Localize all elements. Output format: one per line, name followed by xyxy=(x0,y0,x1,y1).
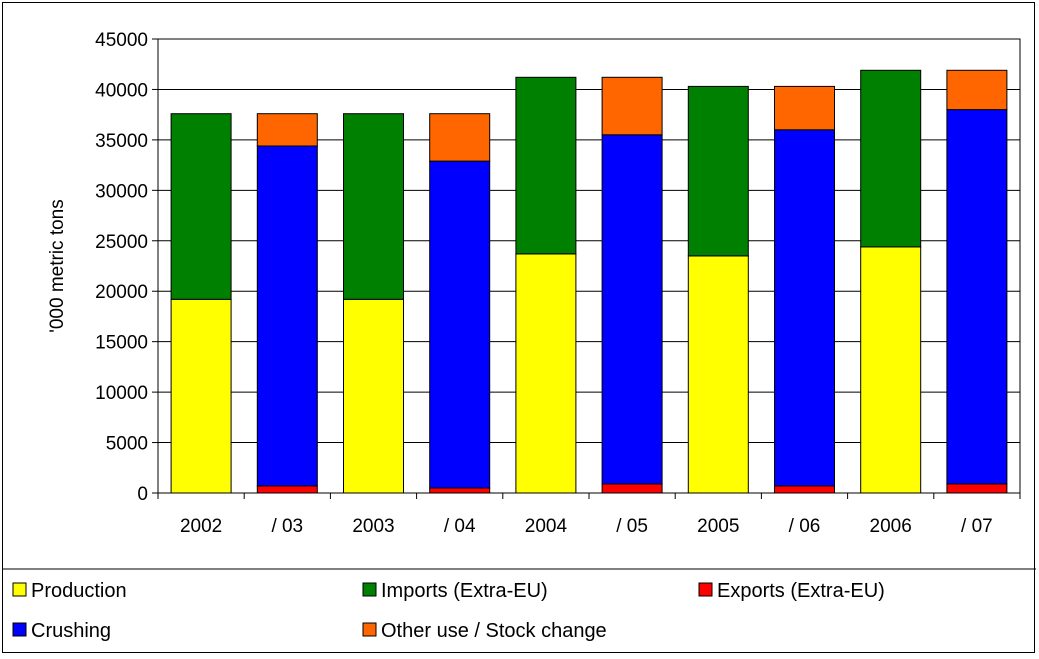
y-axis-label: '000 metric tons xyxy=(47,199,68,333)
bar-other-use-stock-change xyxy=(256,113,318,147)
legend-label-crushing: Crushing xyxy=(31,620,111,642)
bar-crushing xyxy=(601,134,663,485)
y-tick-label: 10000 xyxy=(95,383,148,404)
x-tick-label: 2005 xyxy=(697,516,739,537)
y-tick-label: 5000 xyxy=(106,434,148,455)
x-tick-label: / 06 xyxy=(789,516,821,537)
bar-production xyxy=(170,298,232,494)
y-tick-label: 25000 xyxy=(95,232,148,253)
bar-other-use-stock-change xyxy=(774,85,835,131)
y-axis-ticks: 0 5000 10000 15000 20000 25000 30000 35000 40000… xyxy=(95,30,158,505)
x-axis-ticks: 2002 / 03 2003 / 04 2004 / 05 2005 / 06 2006 / 07 xyxy=(157,493,1021,537)
x-tick-label: / 04 xyxy=(444,516,476,537)
bars-group xyxy=(170,69,1008,494)
stacked-bar-chart: 0 5000 10000 15000 20000 25000 30000 35000 40000… xyxy=(3,30,1036,642)
legend-swatch-exports-extra-eu xyxy=(698,582,713,597)
bar-production xyxy=(343,298,404,494)
x-tick-label: 2002 xyxy=(180,516,222,537)
y-tick-label: 0 xyxy=(137,484,148,505)
legend-swatch-other-use-stock-change xyxy=(362,622,377,637)
x-tick-label: / 05 xyxy=(616,516,648,537)
x-tick-label: 2003 xyxy=(352,516,394,537)
bar-exports-extra-eu xyxy=(774,485,835,494)
bar-other-use-stock-change xyxy=(601,76,663,136)
bar-other-use-stock-change xyxy=(946,69,1008,111)
bar-imports-extra-eu xyxy=(170,113,232,300)
bar-exports-extra-eu xyxy=(946,483,1008,494)
y-tick-label: 45000 xyxy=(95,30,148,51)
legend-swatch-crushing xyxy=(12,622,27,637)
bar-other-use-stock-change xyxy=(429,113,491,162)
y-tick-label: 35000 xyxy=(95,131,148,152)
bar-imports-extra-eu xyxy=(343,113,404,300)
bar-exports-extra-eu xyxy=(601,483,663,494)
legend-swatch-production xyxy=(12,582,27,597)
legend-swatch-imports-extra-eu xyxy=(362,582,377,597)
x-tick-label: / 07 xyxy=(961,516,993,537)
y-tick-label: 30000 xyxy=(95,181,148,202)
bar-production xyxy=(860,246,922,494)
bar-crushing xyxy=(946,109,1008,485)
bar-exports-extra-eu xyxy=(256,485,318,494)
y-tick-label: 15000 xyxy=(95,333,148,354)
bar-production xyxy=(687,255,749,494)
bar-exports-extra-eu xyxy=(429,487,491,494)
x-tick-label: / 03 xyxy=(271,516,303,537)
x-tick-label: 2006 xyxy=(870,516,912,537)
bar-imports-extra-eu xyxy=(860,69,922,248)
legend-label-imports-extra-eu: Imports (Extra-EU) xyxy=(381,580,548,602)
bar-imports-extra-eu xyxy=(687,85,749,257)
legend-label-exports-extra-eu: Exports (Extra-EU) xyxy=(717,580,885,602)
bar-imports-extra-eu xyxy=(515,76,577,255)
y-tick-label: 40000 xyxy=(95,80,148,101)
bar-production xyxy=(515,253,577,494)
legend-label-other-use-stock-change: Other use / Stock change xyxy=(381,620,607,642)
x-tick-label: 2004 xyxy=(525,516,568,537)
bar-crushing xyxy=(256,145,318,487)
bar-crushing xyxy=(429,160,491,489)
legend-label-production: Production xyxy=(31,580,127,602)
bar-crushing xyxy=(774,129,835,487)
y-tick-label: 20000 xyxy=(95,282,148,303)
legend: Production Imports (Extra-EU) Exports (Ext… xyxy=(12,580,885,642)
